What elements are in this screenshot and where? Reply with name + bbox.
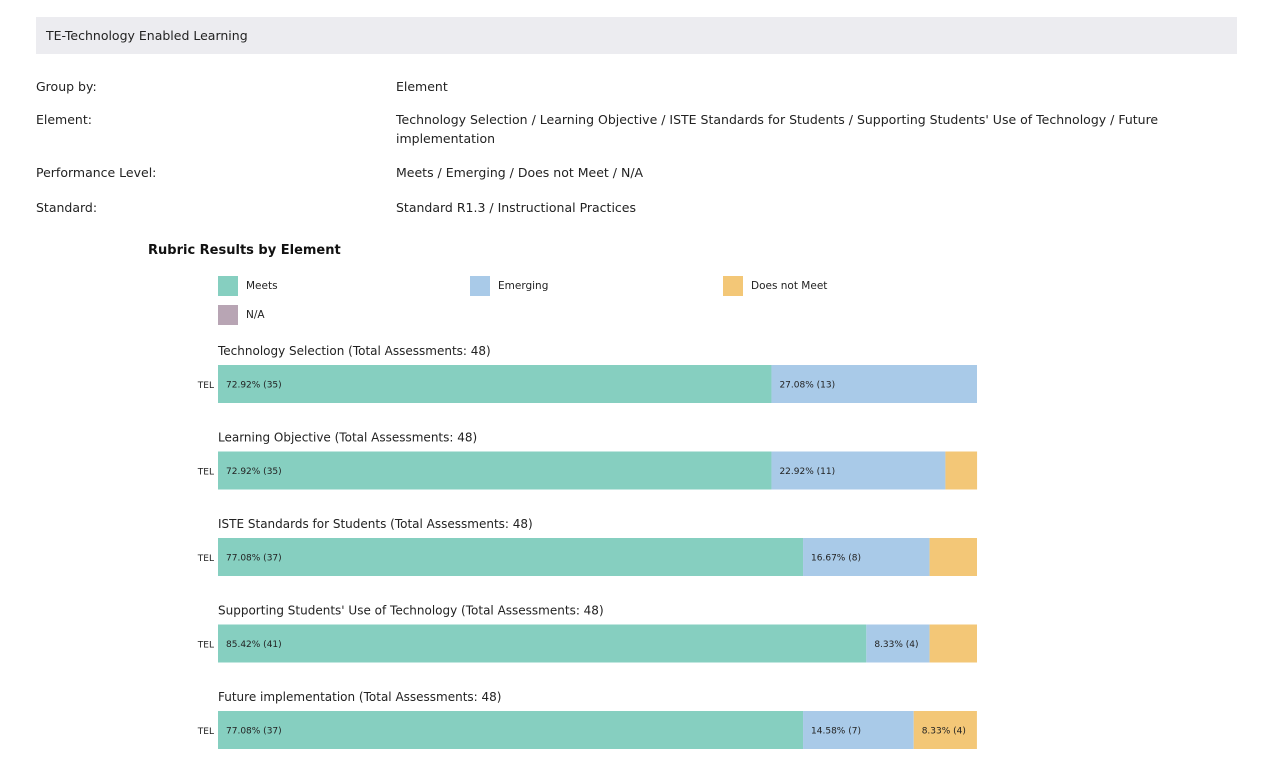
category-label: TEL [197,554,214,564]
group-title: Technology Selection (Total Assessments:… [217,344,491,358]
bar-segment-emerging [771,451,946,490]
data-label: 16.67% (8) [811,554,861,564]
bar-segment-does-not-meet [929,538,977,576]
bar-segment-does-not-meet [929,624,977,663]
data-label: 27.08% (13) [779,381,835,391]
legend-item-na: N/A [218,305,265,325]
bar-segment-emerging [803,711,914,749]
bar-segment-meets [218,624,867,663]
data-label: 22.92% (11) [779,467,835,477]
data-label: 85.42% (41) [226,640,282,650]
bar-segment-meets [218,538,804,576]
data-label: 77.08% (37) [226,554,282,564]
legend-label-na: N/A [246,309,265,321]
group-title: ISTE Standards for Students (Total Asses… [218,517,533,531]
filter-value-performance-level: Meets / Emerging / Does not Meet / N/A [396,165,644,180]
group-title: Supporting Students' Use of Technology (… [218,604,604,618]
group-title: Future implementation (Total Assessments… [218,690,502,704]
bar-segment-emerging [803,538,930,576]
bar-segment-emerging [866,624,930,663]
legend-item-meets: Meets [218,276,278,296]
data-label: 77.08% (37) [226,727,282,737]
legend-item-emerging: Emerging [470,276,548,296]
data-label: 72.92% (35) [226,467,282,477]
legend-swatch-emerging [470,276,490,296]
bar-segment-meets [218,711,804,749]
report-header: TE-Technology Enabled Learning [36,17,1237,54]
category-label: TEL [197,381,214,391]
filter-value-standard: Standard R1.3 / Instructional Practices [396,200,637,215]
filter-value-element: Technology Selection / Learning Objectiv… [396,112,1159,146]
bar-segment-meets [218,365,772,403]
data-label: 8.33% (4) [874,640,918,650]
chart-title: Rubric Results by Element [148,243,341,258]
data-label: 8.33% (4) [922,727,966,737]
legend-swatch-na [218,305,238,325]
legend-swatch-meets [218,276,238,296]
group-title: Learning Objective (Total Assessments: 4… [218,431,477,445]
legend-swatch-does-not-meet [723,276,743,296]
legend-item-does-not-meet: Does not Meet [723,276,827,296]
category-label: TEL [197,641,214,651]
bar-segment-does-not-meet [945,451,978,490]
filter-value-group-by: Element [396,79,448,94]
filter-label-standard: Standard: [36,200,98,215]
category-label: TEL [197,727,214,737]
legend-label-meets: Meets [246,280,278,292]
bar-segment-emerging [771,365,977,403]
bar-segment-meets [218,451,772,490]
category-label: TEL [197,468,214,478]
data-label: 72.92% (35) [226,381,282,391]
filter-label-group-by: Group by: [36,79,97,94]
legend-label-does-not-meet: Does not Meet [751,280,828,292]
bar-segment-does-not-meet [913,711,977,749]
report-title: TE-Technology Enabled Learning [46,28,248,43]
filter-label-performance-level: Performance Level: [36,165,157,180]
filter-label-element: Element: [36,112,92,127]
legend-label-emerging: Emerging [498,280,549,292]
data-label: 14.58% (7) [811,727,861,737]
